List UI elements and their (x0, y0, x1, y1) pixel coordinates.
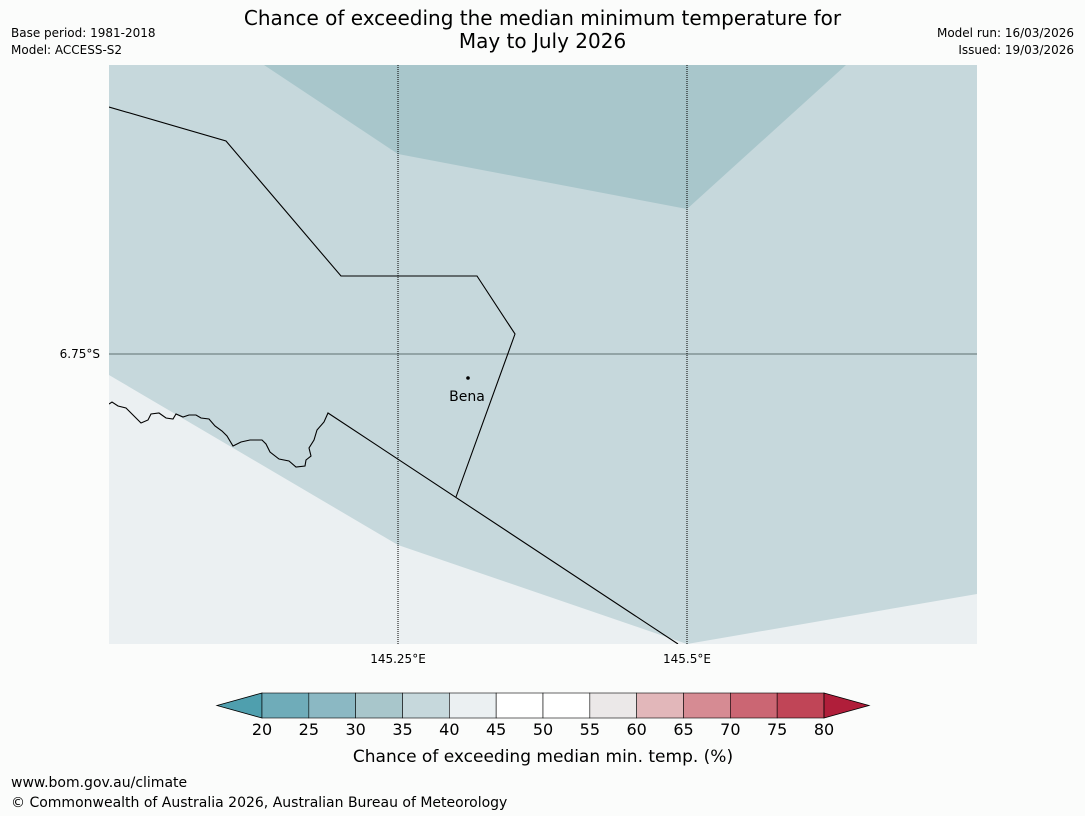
district-boundary (109, 401, 679, 644)
base-period: Base period: 1981-2018 (11, 26, 156, 40)
footer-copyright: © Commonwealth of Australia 2026, Austra… (11, 795, 508, 811)
colorbar-ticks: 20 25 30 35 40 45 50 55 60 65 70 75 80 (252, 720, 834, 739)
colorbar-segment (589, 692, 637, 719)
metadata-right: Model run: 16/03/2026 Issued: 19/03/2026 (937, 25, 1074, 59)
colorbar-tick-label: 40 (439, 720, 459, 739)
town-marker-bena (466, 376, 470, 380)
colorbar: 20 25 30 35 40 45 50 55 60 65 70 75 80 Chance of exc… (215, 692, 871, 767)
title-line-2: May to July 2026 (458, 29, 627, 53)
province-boundary (109, 106, 516, 498)
probability-band-40-45-east (687, 594, 977, 644)
map-title: Chance of exceeding the median minimum t… (0, 7, 1085, 53)
colorbar-tick-label: 50 (533, 720, 553, 739)
colorbar-segment (355, 692, 403, 719)
model-run: Model run: 16/03/2026 (936, 26, 1074, 40)
probability-band-40-45 (109, 375, 687, 644)
model-name: Model: ACCESS-S2 (11, 43, 123, 57)
colorbar-segments (261, 692, 825, 719)
colorbar-segment (495, 692, 544, 719)
colorbar-segment (730, 692, 778, 719)
colorbar-tick-label: 25 (299, 720, 319, 739)
colorbar-tick-label: 45 (486, 720, 506, 739)
colorbar-tick-label: 80 (814, 720, 834, 739)
colorbar-segment (449, 692, 497, 719)
colorbar-high-extension (823, 692, 871, 719)
town-label: Bena (449, 389, 485, 405)
probability-band-30-35 (264, 65, 846, 209)
colorbar-segment (402, 692, 450, 719)
colorbar-segment (261, 692, 310, 719)
colorbar-tick-label: 75 (767, 720, 787, 739)
colorbar-tick-label: 55 (580, 720, 600, 739)
map-frame (109, 65, 977, 644)
forecast-map: Bena 6.75°S 145.25°E 145.5°E (60, 65, 977, 666)
colorbar-tick-label: 60 (626, 720, 646, 739)
longitude-label-145-25: 145.25°E (370, 652, 426, 666)
colorbar-low-extension (215, 692, 263, 719)
footer-url: www.bom.gov.au/climate (11, 775, 188, 791)
metadata-left: Base period: 1981-2018 Model: ACCESS-S2 (11, 25, 156, 59)
colorbar-tick-label: 30 (345, 720, 365, 739)
colorbar-tick-label: 20 (252, 720, 272, 739)
colorbar-label: Chance of exceeding median min. temp. (%… (353, 747, 733, 767)
colorbar-segment (776, 692, 825, 719)
longitude-label-145-5: 145.5°E (663, 652, 711, 666)
latitude-label: 6.75°S (60, 347, 100, 361)
issued-date: Issued: 19/03/2026 (958, 43, 1074, 57)
colorbar-segment (683, 692, 731, 719)
colorbar-segment (308, 692, 356, 719)
colorbar-tick-label: 70 (720, 720, 740, 739)
colorbar-segment (636, 692, 684, 719)
title-line-1: Chance of exceeding the median minimum t… (243, 6, 842, 30)
colorbar-tick-label: 65 (673, 720, 693, 739)
colorbar-tick-label: 35 (392, 720, 412, 739)
colorbar-segment (542, 692, 591, 719)
